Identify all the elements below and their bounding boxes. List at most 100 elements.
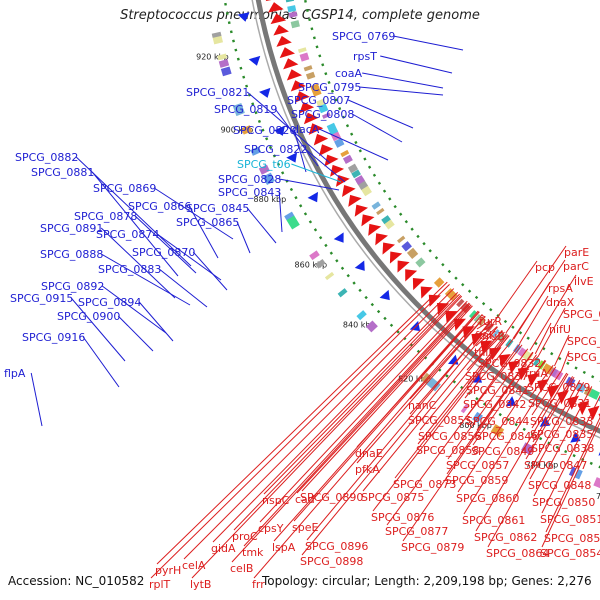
cog-feature-inner: [477, 316, 487, 327]
cog-feature-inner: [456, 298, 465, 308]
feature-rings: 760 kbp 780 kbp 800 kbp 820 kbp 840 kbp 860 k…: [196, 0, 600, 501]
gene-label-reverse: parC: [563, 260, 589, 273]
reverse-strand-gene: [276, 35, 292, 47]
cog-feature-inner: [371, 201, 381, 210]
cog-feature-outer: [241, 125, 253, 135]
gene-label-reverse: ftsK: [475, 329, 497, 342]
gene-label-forward: SPCG_0819: [214, 103, 277, 116]
forward-strand-gene: [273, 125, 285, 136]
red-leader-line: [529, 381, 585, 480]
cog-feature-inner: [285, 0, 295, 3]
forward-strand-gene: [354, 260, 365, 271]
gene-label-reverse: SPCG_0860: [456, 492, 519, 505]
gene-label-reverse: SPCG_0841: [466, 384, 529, 397]
red-leader-line: [532, 376, 574, 443]
red-leader-line: [534, 322, 552, 355]
gene-label-forward: SPCG_0882: [15, 151, 78, 164]
kbp-marker-label: 860 kbp: [295, 260, 328, 269]
cog-feature-inner: [469, 310, 477, 319]
gene-label-reverse: nspC: [262, 494, 290, 507]
forward-strand-gene: [248, 55, 261, 66]
gene-label-forward: SPCG_0881: [31, 166, 94, 179]
red-leader-line: [492, 260, 538, 324]
gene-label-reverse: SPCG_0831: [528, 397, 591, 410]
gene-label-reverse: tmk: [242, 546, 264, 559]
gene-label-forward: SPCG_0900: [57, 310, 120, 323]
red-leader-line: [531, 369, 563, 416]
gene-label-forward: SPCG_0822: [244, 143, 307, 156]
reverse-strand-gene: [303, 112, 319, 125]
gene-label-reverse: cpsY: [258, 522, 284, 535]
cog-feature-inner: [297, 47, 307, 53]
reverse-strand-gene: [567, 395, 580, 410]
cog-feature-outer: [250, 146, 262, 156]
reverse-strand-gene: [453, 318, 466, 331]
blue-leader-line: [158, 268, 208, 308]
reverse-strand-gene: [318, 144, 334, 157]
forward-strand-gene: [286, 152, 298, 163]
red-leader-line: [519, 295, 549, 344]
red-leader-line: [301, 305, 473, 492]
reverse-strand-gene: [324, 154, 339, 167]
red-leader-line: [362, 326, 498, 492]
gene-label-forward: SPCG_0828: [218, 173, 281, 186]
kbp-marker-label: 900 kbp: [221, 125, 254, 134]
blue-leader-line: [101, 285, 167, 334]
gene-label-reverse: SPCG_0873: [393, 478, 456, 491]
reverse-strand-gene: [294, 91, 310, 103]
blue-leader-line: [291, 163, 342, 183]
gene-label-reverse: SPCG_0838: [531, 442, 594, 455]
cog-feature-inner: [415, 257, 426, 268]
kbp-marker-label: 780 kbp: [526, 461, 559, 470]
red-leader-line: [541, 395, 600, 514]
gene-label-reverse: SPCG_0864: [486, 547, 549, 560]
reverse-strand-gene: [265, 0, 272, 2]
gene-label-reverse: cad: [295, 493, 315, 506]
reverse-strand-gene: [412, 277, 425, 291]
cog-feature-inner: [316, 98, 326, 107]
red-leader-line: [306, 320, 491, 541]
cog-feature-inner: [513, 344, 522, 354]
red-leader-line: [394, 334, 509, 479]
cog-feature-inner: [321, 112, 331, 119]
cog-feature-inner: [305, 71, 316, 80]
cog-feature-outer: [315, 258, 326, 269]
gene-label-reverse: SPCG_0847: [524, 459, 587, 472]
gene-label-forward: SPCG_0883: [98, 263, 161, 276]
gene-label-forward: SPCG_0869: [93, 182, 156, 195]
red-leader-line: [419, 330, 503, 431]
cog-feature-inner: [288, 11, 298, 18]
red-leader-line: [505, 245, 567, 334]
gene-label-forward: SPCG_0795: [298, 81, 361, 94]
gene-label-reverse: SPCG_0829: [527, 381, 590, 394]
gene-label-reverse: SPCG_0879: [401, 541, 464, 554]
reverse-strand-gene: [445, 310, 458, 324]
gene-label-reverse: rpsA: [548, 282, 573, 295]
blue-leader-line: [188, 205, 219, 259]
gene-label-reverse: SPCG_0823: [567, 351, 600, 364]
gene-label-reverse: lytB: [190, 578, 211, 591]
leader-lines: [30, 35, 600, 579]
blue-leader-line: [318, 128, 389, 161]
kbp-marker-label: 820 kbp: [398, 374, 431, 383]
gene-label-reverse: gidA: [211, 542, 236, 555]
cog-feature-inner: [287, 5, 297, 13]
red-leader-line: [212, 291, 459, 543]
blue-leader-line: [278, 191, 283, 233]
cog-feature-outer: [258, 164, 270, 175]
gene-label-reverse: SPCG_0850: [532, 496, 595, 509]
cog-feature-inner: [473, 314, 482, 323]
reverse-strand-gene: [462, 326, 475, 339]
gene-label-reverse: rplT: [149, 578, 171, 591]
gene-label-reverse: SPCG_0890: [300, 491, 363, 504]
blue-leader-line: [359, 86, 444, 96]
gene-label-reverse: SPCG_0856: [418, 430, 481, 443]
cog-feature-inner: [583, 386, 593, 397]
gene-label-reverse: proC: [232, 530, 258, 543]
red-leader-line: [259, 300, 468, 523]
red-leader-line: [531, 372, 568, 429]
cog-feature-outer: [521, 442, 535, 456]
gene-label-reverse: fruA: [525, 367, 548, 380]
